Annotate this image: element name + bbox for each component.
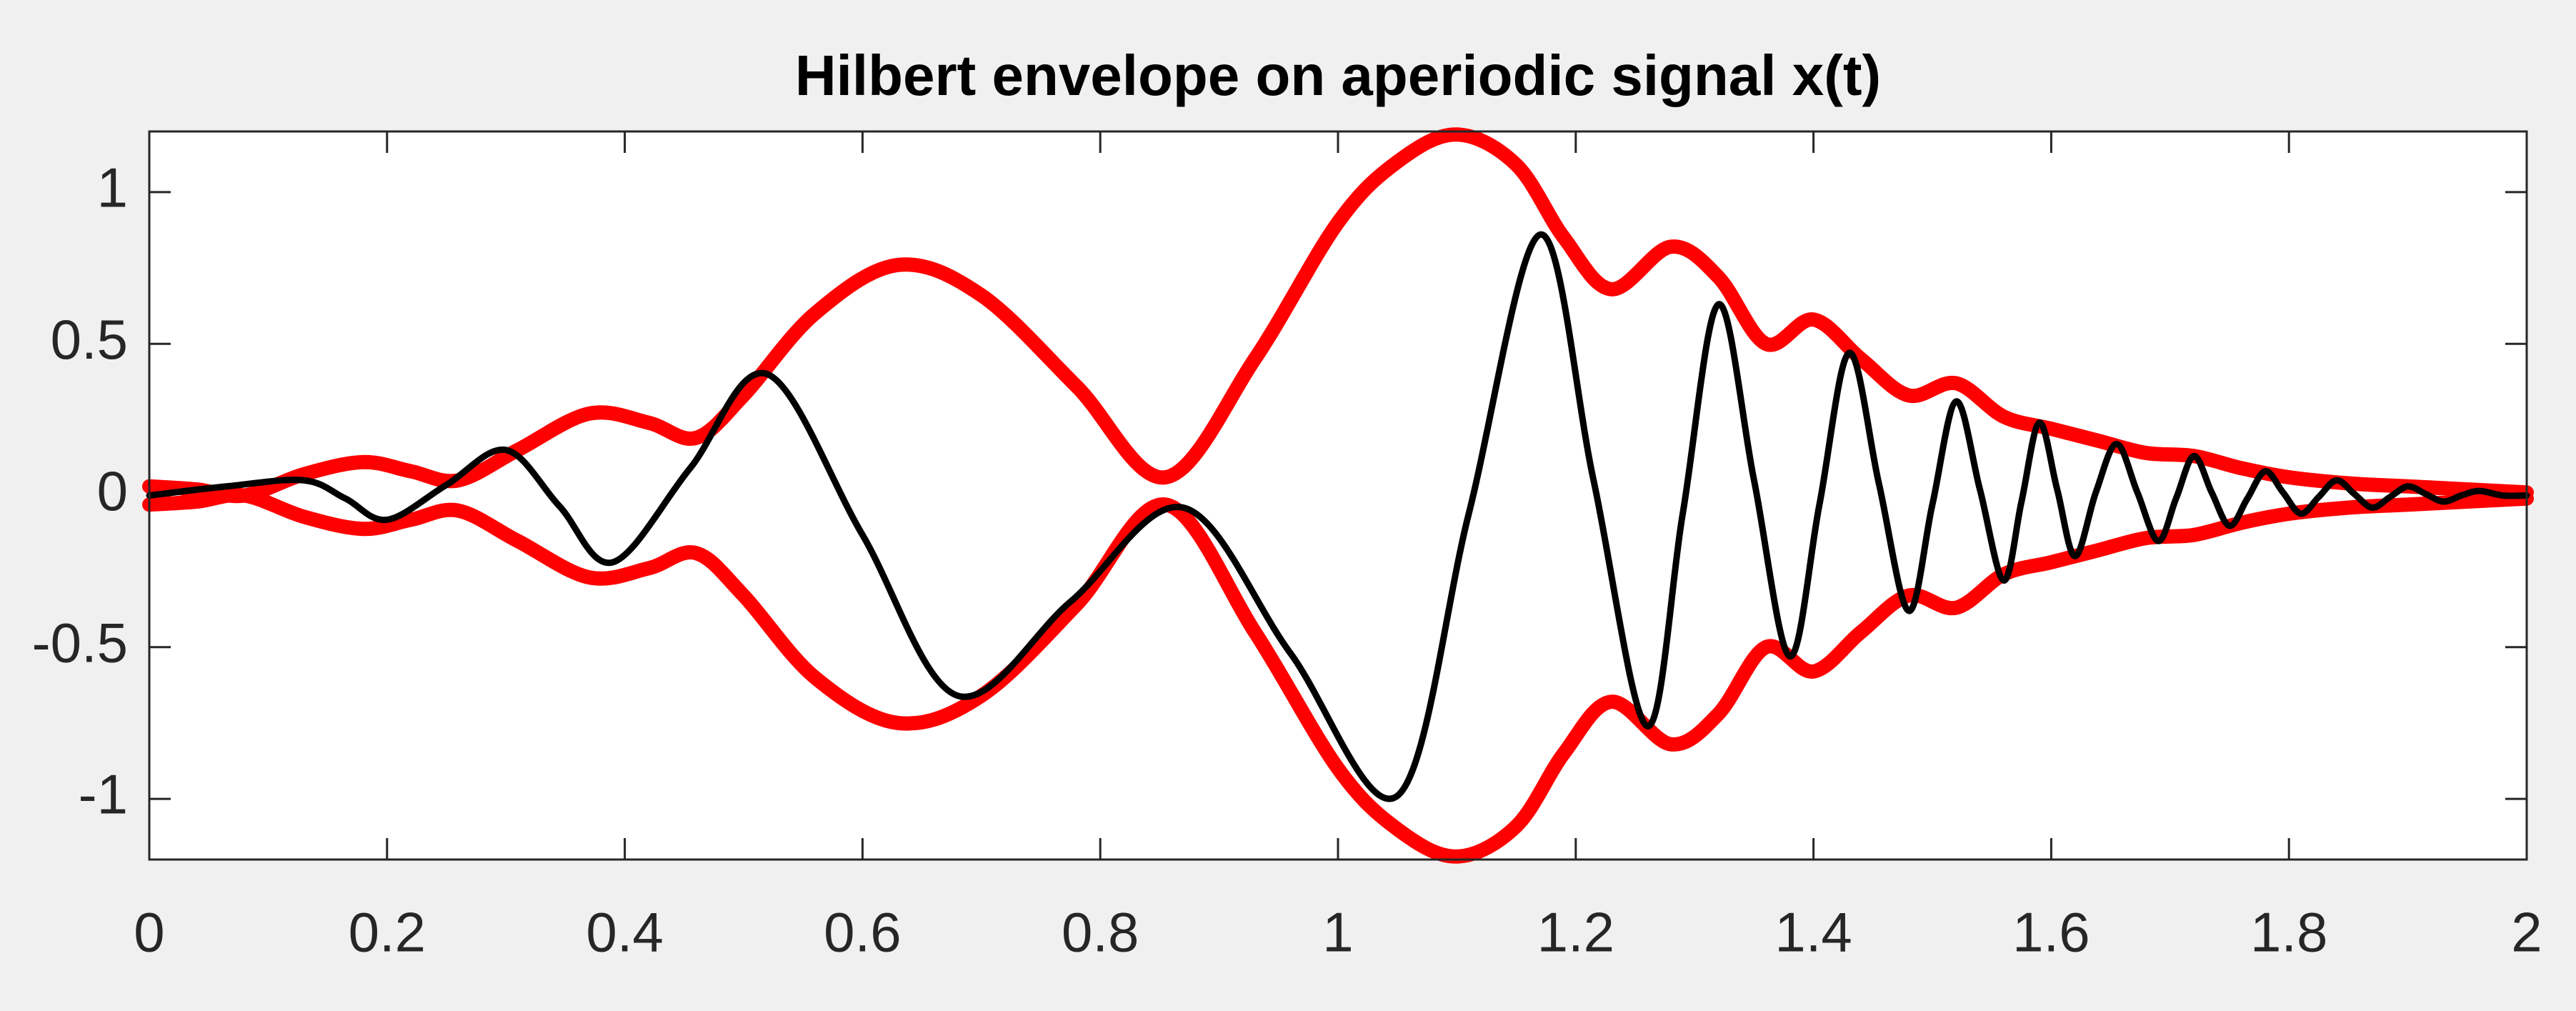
envelope-line	[142, 127, 2534, 504]
x-tick-label: 1.2	[1537, 901, 1614, 964]
x-tick-label: 2	[2511, 901, 2542, 964]
plot-area	[149, 131, 2527, 860]
envelope-line	[142, 487, 2534, 864]
y-tick-label: -0.5	[32, 611, 128, 674]
y-tick-label: 1	[97, 156, 128, 219]
x-tick-label: 0.6	[824, 901, 901, 964]
x-tick-label: 1.6	[2012, 901, 2090, 964]
y-tick-label: 0	[97, 459, 128, 522]
x-tick-label: 0.2	[349, 901, 426, 964]
x-tick-label: 1	[1322, 901, 1353, 964]
y-tick-label: 0.5	[51, 308, 128, 371]
chart-title: Hilbert envelope on aperiodic signal x(t…	[795, 44, 1881, 107]
x-tick-label: 1.8	[2250, 901, 2327, 964]
y-tick-label: -1	[79, 763, 128, 826]
axes-box	[148, 130, 2528, 861]
x-tick-label: 0.8	[1062, 901, 1139, 964]
x-tick-label: 0	[134, 901, 164, 964]
signal-line	[146, 231, 2530, 802]
x-tick-label: 0.4	[586, 901, 663, 964]
x-tick-label: 1.4	[1774, 901, 1852, 964]
